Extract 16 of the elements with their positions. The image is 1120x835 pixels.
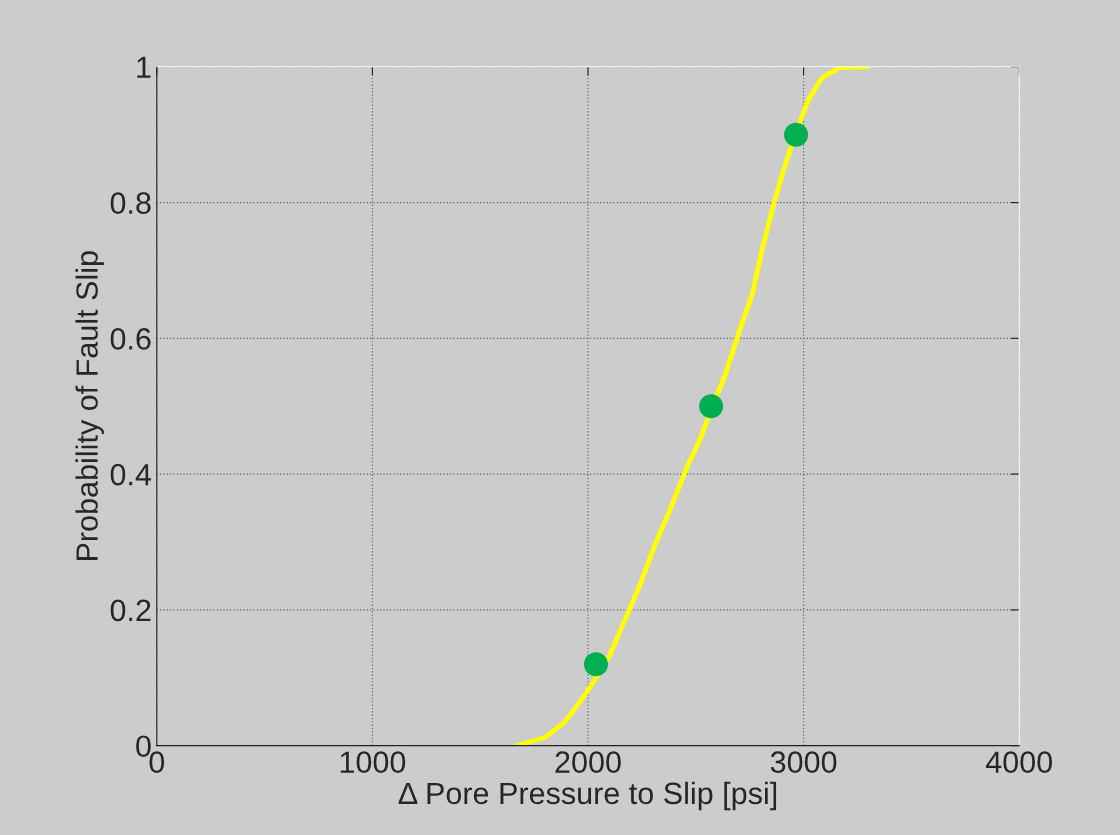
y-tick-label: 0	[136, 735, 151, 758]
y-tick-label: 0.2	[110, 599, 151, 622]
x-axis-title: Δ Pore Pressure to Slip [psi]	[398, 781, 777, 811]
line-series	[514, 66, 871, 746]
y-axis-title: Probability of Fault Slip	[75, 251, 104, 560]
x-tick-label: 1000	[340, 751, 406, 773]
y-tick-label: 0.8	[110, 192, 151, 214]
x-tick-label: 3000	[770, 751, 837, 773]
y-tick-label: 1	[137, 56, 151, 78]
x-tick-label: 4000	[985, 751, 1052, 773]
point	[784, 122, 809, 147]
x-tick-label: 2000	[555, 751, 621, 773]
y-tick-label: 0.6	[110, 328, 151, 350]
point	[699, 394, 724, 419]
y-tick-label: 0.4	[110, 463, 152, 486]
point	[583, 652, 609, 677]
